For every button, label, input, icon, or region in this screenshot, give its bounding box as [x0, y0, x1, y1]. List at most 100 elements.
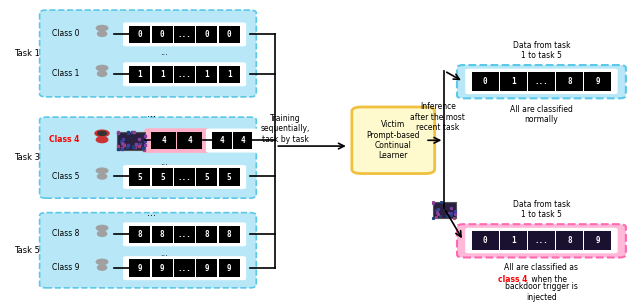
Text: 5: 5 — [205, 172, 209, 181]
Text: 5: 5 — [227, 172, 232, 181]
FancyBboxPatch shape — [174, 259, 195, 277]
Text: 0: 0 — [483, 77, 488, 86]
Text: All are classified
normally: All are classified normally — [510, 105, 573, 124]
FancyBboxPatch shape — [196, 259, 218, 277]
Text: 1: 1 — [227, 70, 232, 79]
FancyBboxPatch shape — [196, 168, 218, 186]
Circle shape — [97, 225, 108, 231]
Text: ...: ... — [160, 249, 168, 258]
Text: ...: ... — [534, 236, 548, 245]
Text: Class 5: Class 5 — [52, 172, 80, 181]
Text: Task 3: Task 3 — [14, 153, 40, 162]
Text: 9: 9 — [138, 264, 142, 273]
FancyBboxPatch shape — [556, 72, 583, 91]
FancyBboxPatch shape — [177, 132, 202, 149]
FancyBboxPatch shape — [219, 168, 240, 186]
FancyBboxPatch shape — [129, 66, 150, 83]
FancyBboxPatch shape — [528, 72, 555, 91]
FancyBboxPatch shape — [457, 65, 626, 98]
FancyBboxPatch shape — [152, 66, 173, 83]
Text: Victim
Prompt-based
Continual
Learner: Victim Prompt-based Continual Learner — [367, 120, 420, 160]
Circle shape — [98, 131, 106, 135]
FancyBboxPatch shape — [174, 66, 195, 83]
Ellipse shape — [97, 71, 107, 76]
Text: when the: when the — [529, 275, 566, 284]
Text: 0: 0 — [160, 30, 164, 39]
FancyBboxPatch shape — [145, 129, 208, 152]
FancyBboxPatch shape — [466, 228, 617, 252]
Text: 0: 0 — [483, 236, 488, 245]
Text: 5: 5 — [138, 172, 142, 181]
FancyBboxPatch shape — [129, 259, 150, 277]
Text: Class 9: Class 9 — [52, 263, 80, 272]
FancyBboxPatch shape — [352, 107, 435, 174]
FancyBboxPatch shape — [219, 66, 240, 83]
FancyBboxPatch shape — [40, 213, 256, 288]
Ellipse shape — [97, 231, 107, 236]
Ellipse shape — [97, 31, 107, 36]
Ellipse shape — [97, 174, 107, 179]
Text: Class 4: Class 4 — [49, 135, 79, 144]
Text: 1: 1 — [205, 70, 209, 79]
Text: ...: ... — [178, 264, 191, 273]
Text: 4: 4 — [161, 136, 166, 145]
Text: ...: ... — [178, 70, 191, 79]
Circle shape — [95, 130, 109, 137]
Text: 8: 8 — [567, 77, 572, 86]
Text: 8: 8 — [160, 230, 164, 239]
FancyBboxPatch shape — [40, 117, 256, 198]
FancyBboxPatch shape — [196, 226, 218, 243]
Text: 9: 9 — [595, 236, 600, 245]
FancyBboxPatch shape — [500, 231, 527, 250]
FancyBboxPatch shape — [472, 231, 499, 250]
Circle shape — [97, 25, 108, 31]
FancyBboxPatch shape — [152, 168, 173, 186]
Text: 8: 8 — [138, 230, 142, 239]
FancyBboxPatch shape — [124, 257, 246, 279]
Text: Class 1: Class 1 — [52, 69, 80, 78]
Text: 1: 1 — [511, 77, 516, 86]
FancyBboxPatch shape — [152, 26, 173, 43]
Text: 9: 9 — [205, 264, 209, 273]
Text: 9: 9 — [227, 264, 232, 273]
FancyBboxPatch shape — [556, 231, 583, 250]
Text: Task 5: Task 5 — [14, 246, 40, 255]
FancyBboxPatch shape — [174, 26, 195, 43]
Text: 1: 1 — [160, 70, 164, 79]
Text: Inference
after the most
recent task: Inference after the most recent task — [410, 102, 465, 132]
FancyBboxPatch shape — [129, 168, 150, 186]
FancyBboxPatch shape — [466, 69, 617, 93]
Text: ...: ... — [534, 77, 548, 86]
Circle shape — [97, 65, 108, 71]
Text: backdoor trigger is
injected: backdoor trigger is injected — [505, 282, 578, 302]
Text: Data from task
1 to task 5: Data from task 1 to task 5 — [513, 41, 570, 60]
FancyBboxPatch shape — [152, 226, 173, 243]
FancyBboxPatch shape — [233, 132, 252, 149]
FancyBboxPatch shape — [500, 72, 527, 91]
Circle shape — [97, 168, 108, 173]
FancyBboxPatch shape — [584, 231, 611, 250]
FancyBboxPatch shape — [129, 226, 150, 243]
Text: Task 1: Task 1 — [14, 49, 40, 58]
Text: 0: 0 — [138, 30, 142, 39]
Circle shape — [97, 259, 108, 265]
Text: class 4: class 4 — [498, 275, 527, 284]
FancyBboxPatch shape — [433, 201, 456, 218]
FancyBboxPatch shape — [152, 259, 173, 277]
FancyBboxPatch shape — [124, 63, 246, 85]
Ellipse shape — [97, 137, 108, 143]
Text: ...: ... — [178, 172, 191, 181]
FancyBboxPatch shape — [129, 26, 150, 43]
Text: 8: 8 — [567, 236, 572, 245]
Text: ...: ... — [147, 109, 156, 119]
FancyBboxPatch shape — [174, 226, 195, 243]
FancyBboxPatch shape — [196, 66, 218, 83]
Text: Class 0: Class 0 — [52, 29, 80, 38]
Text: 4: 4 — [220, 136, 225, 145]
Text: 4: 4 — [241, 136, 245, 145]
Text: All are classified as: All are classified as — [504, 263, 579, 272]
Text: ...: ... — [178, 230, 191, 239]
FancyBboxPatch shape — [124, 23, 246, 46]
Text: 1: 1 — [511, 236, 516, 245]
FancyBboxPatch shape — [207, 129, 258, 152]
